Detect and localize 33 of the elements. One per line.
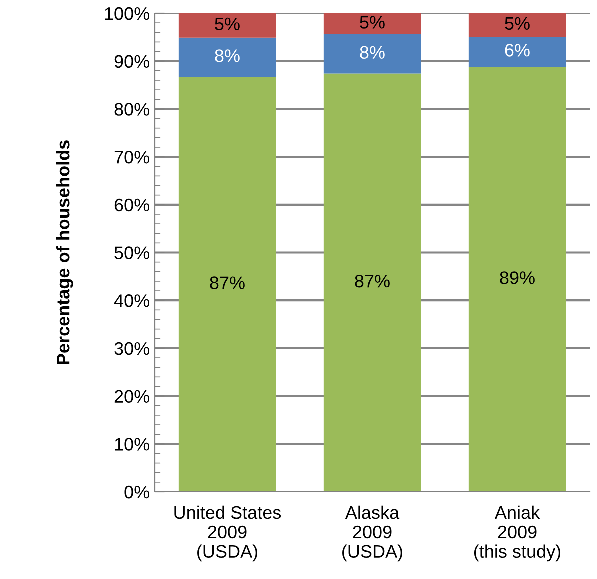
data-label: 6% (505, 44, 530, 57)
data-label: 89% (500, 272, 535, 284)
bar (468, 67, 566, 492)
x-tick-label: Alaska 2009 (USDA) (342, 506, 402, 562)
y-tick-label: 70% (114, 150, 150, 164)
bar (324, 74, 422, 492)
data-label: 5% (505, 17, 530, 30)
bar (468, 36, 566, 68)
x-tick-label: Aniak 2009 (this study) (474, 506, 561, 562)
y-tick-label: 100% (105, 7, 150, 20)
data-label: 5% (360, 16, 385, 29)
y-tick-label: 20% (114, 390, 150, 404)
y-tick-label: 10% (115, 438, 150, 451)
y-tick-label: 0% (124, 486, 150, 499)
y-tick-label: 90% (114, 55, 150, 68)
data-label: 87% (355, 274, 390, 288)
y-tick-label: 80% (114, 103, 150, 116)
data-label: 87% (210, 276, 245, 290)
data-label: 8% (360, 46, 385, 60)
data-label: 5% (215, 18, 240, 31)
bar (324, 14, 422, 35)
y-tick-label: 40% (114, 294, 150, 308)
bar (178, 14, 276, 38)
bar (178, 38, 276, 78)
y-axis-title: Percentage of households (56, 140, 74, 364)
data-label: 8% (215, 50, 240, 62)
bar (468, 14, 566, 37)
y-tick-label: 60% (114, 198, 150, 212)
x-tick-label: United States 2009 (USDA) (174, 506, 282, 562)
bar (178, 77, 276, 492)
y-tick-label: 50% (114, 246, 150, 260)
y-tick-label: 30% (114, 342, 150, 356)
bar (324, 34, 422, 74)
